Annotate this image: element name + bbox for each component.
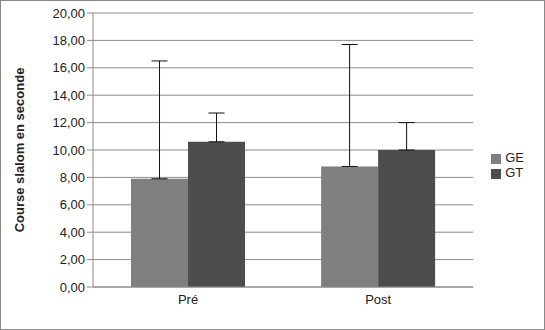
- svg-text:2,00: 2,00: [60, 252, 85, 267]
- svg-text:Post: Post: [365, 292, 391, 307]
- svg-text:18,00: 18,00: [52, 33, 85, 48]
- svg-text:10,00: 10,00: [52, 143, 85, 158]
- svg-text:16,00: 16,00: [52, 60, 85, 75]
- html-text:GE: GE: [505, 150, 524, 165]
- svg-text:8,00: 8,00: [60, 170, 85, 185]
- svg-text:14,00: 14,00: [52, 88, 85, 103]
- svg-text:6,00: 6,00: [60, 197, 85, 212]
- svg-text:4,00: 4,00: [60, 225, 85, 240]
- html-text:GT: GT: [505, 165, 524, 180]
- svg-text:Course slalom en seconde: Course slalom en seconde: [12, 68, 27, 233]
- svg-text:0,00: 0,00: [60, 280, 85, 295]
- svg-text:12,00: 12,00: [52, 115, 85, 130]
- svg-text:Pré: Pré: [178, 292, 198, 307]
- svg-text:20,00: 20,00: [52, 6, 85, 21]
